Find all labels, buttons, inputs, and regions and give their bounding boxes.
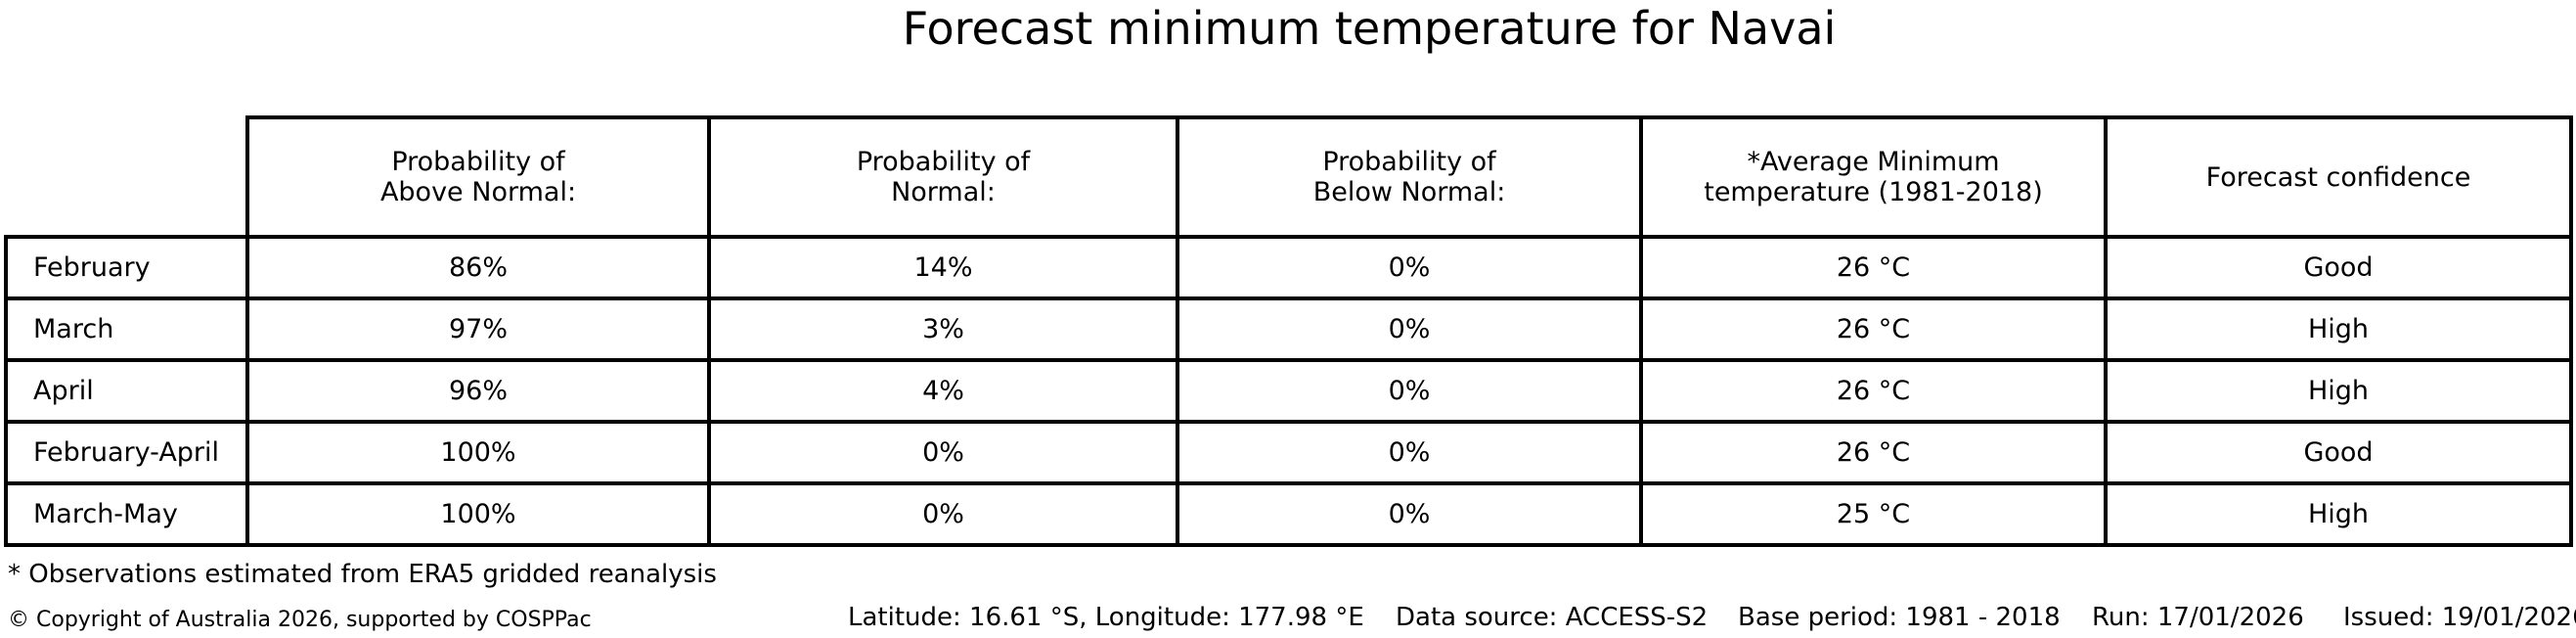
table-row-march-may: March-May 100% 0% 0% 25 °C High — [4, 481, 2573, 547]
table-row-february: February 86% 14% 0% 26 °C Good — [4, 235, 2573, 300]
table-row-april: April 96% 4% 0% 26 °C High — [4, 358, 2573, 424]
cell-average-temp: 26 °C — [1639, 420, 2108, 485]
cell-below-normal: 0% — [1176, 481, 1643, 547]
column-header-average-minimum-temperature: *Average Minimum temperature (1981-2018) — [1639, 115, 2108, 239]
cell-above-normal: 100% — [245, 420, 711, 485]
table-row-february-april: February-April 100% 0% 0% 26 °C Good — [4, 420, 2573, 485]
observations-footnote: * Observations estimated from ERA5 gridd… — [8, 560, 717, 589]
issued-date-text: Issued: 19/01/2026 — [2343, 603, 2576, 632]
location-coordinates: Latitude: 16.61 °S, Longitude: 177.98 °E — [848, 603, 1364, 632]
cell-average-temp: 26 °C — [1639, 358, 2108, 424]
cell-confidence: Good — [2104, 420, 2573, 485]
cell-normal: 3% — [707, 296, 1179, 362]
cell-normal: 4% — [707, 358, 1179, 424]
row-label: February-April — [4, 420, 249, 485]
cell-confidence: High — [2104, 481, 2573, 547]
page-title: Forecast minimum temperature for Navai — [902, 2, 1837, 55]
column-header-normal: Probability of Normal: — [707, 115, 1179, 239]
cell-above-normal: 96% — [245, 358, 711, 424]
cell-confidence: High — [2104, 296, 2573, 362]
column-header-above-normal: Probability of Above Normal: — [245, 115, 711, 239]
table-row-march: March 97% 3% 0% 26 °C High — [4, 296, 2573, 362]
cell-confidence: Good — [2104, 235, 2573, 300]
data-source-text: Data source: ACCESS-S2 — [1396, 603, 1709, 632]
row-label: April — [4, 358, 249, 424]
row-label: March — [4, 296, 249, 362]
cell-normal: 0% — [707, 420, 1179, 485]
row-label: March-May — [4, 481, 249, 547]
cell-normal: 0% — [707, 481, 1179, 547]
cell-average-temp: 26 °C — [1639, 296, 2108, 362]
cell-below-normal: 0% — [1176, 296, 1643, 362]
cell-below-normal: 0% — [1176, 235, 1643, 300]
cell-average-temp: 25 °C — [1639, 481, 2108, 547]
corner-cell — [6, 117, 247, 237]
run-date-text: Run: 17/01/2026 — [2092, 603, 2304, 632]
column-header-below-normal: Probability of Below Normal: — [1176, 115, 1643, 239]
cell-average-temp: 26 °C — [1639, 235, 2108, 300]
base-period-text: Base period: 1981 - 2018 — [1738, 603, 2061, 632]
cell-above-normal: 86% — [245, 235, 711, 300]
cell-above-normal: 100% — [245, 481, 711, 547]
copyright-text: © Copyright of Australia 2026, supported… — [8, 608, 592, 632]
column-header-forecast-confidence: Forecast confidence — [2104, 115, 2573, 239]
cell-confidence: High — [2104, 358, 2573, 424]
cell-below-normal: 0% — [1176, 420, 1643, 485]
table-header-row: Probability of Above Normal: Probability… — [6, 115, 2573, 239]
row-label: February — [4, 235, 249, 300]
forecast-table: Probability of Above Normal: Probability… — [4, 115, 2573, 547]
cell-above-normal: 97% — [245, 296, 711, 362]
cell-below-normal: 0% — [1176, 358, 1643, 424]
cell-normal: 14% — [707, 235, 1179, 300]
